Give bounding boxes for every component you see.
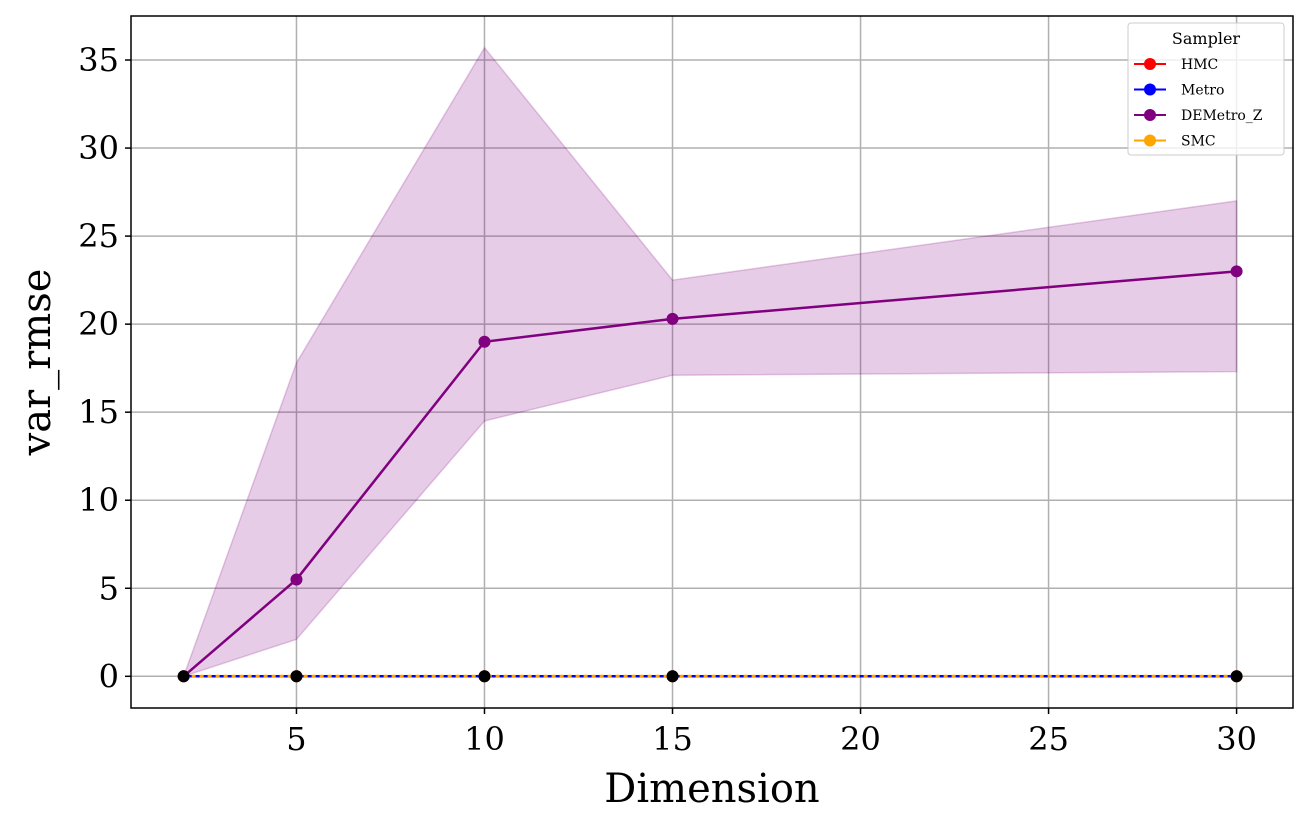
legend-label-SMC: SMC [1181, 134, 1216, 150]
plot-frame [130, 15, 1294, 709]
legend-marker-DEMetro_Z [1144, 109, 1156, 121]
legend-label-Metro: Metro [1181, 83, 1224, 99]
series-layer [177, 265, 1243, 683]
legend-marker-HMC [1144, 58, 1156, 70]
plot-background [131, 16, 1293, 708]
x-tick-label: 5 [286, 720, 306, 758]
x-axis: 5 10 15 20 25 30 [286, 708, 1257, 758]
x-tick-label: 15 [652, 720, 693, 758]
legend: Sampler HMC Metro DEMetro_Z SMC [1127, 22, 1285, 156]
grid [131, 16, 1293, 708]
y-tick-label: 30 [78, 129, 119, 167]
data-point-DEMetro_Z [1230, 265, 1243, 278]
legend-marker-SMC [1144, 134, 1156, 147]
y-tick-label: 5 [99, 569, 119, 607]
overlay-point [1230, 670, 1243, 683]
y-tick-label: 15 [78, 393, 119, 431]
y-axis: 0 5 10 15 20 25 30 35 [78, 41, 131, 695]
band-layer [182, 46, 1238, 678]
x-tick-label: 25 [1028, 720, 1069, 758]
overlay-point [290, 670, 303, 683]
data-point-DEMetro_Z [666, 312, 679, 325]
y-tick-label: 35 [78, 41, 119, 79]
legend-label-DEMetro_Z: DEMetro_Z [1181, 108, 1263, 124]
y-tick-label: 10 [78, 481, 119, 519]
overlay-point [666, 670, 679, 683]
data-point-DEMetro_Z [478, 335, 491, 348]
x-tick-label: 10 [464, 720, 505, 758]
legend-title: Sampler [1172, 29, 1241, 48]
y-tick-label: 25 [78, 217, 119, 255]
data-point-DEMetro_Z [290, 573, 303, 586]
legend-label-HMC: HMC [1181, 57, 1218, 73]
confidence-band-DEMetro_Z [182, 46, 1238, 678]
y-tick-label: 0 [99, 657, 119, 695]
legend-marker-Metro [1144, 83, 1156, 96]
y-tick-label: 20 [78, 305, 119, 343]
x-axis-title: Dimension [604, 766, 819, 812]
x-tick-label: 20 [840, 720, 881, 758]
x-tick-label: 30 [1216, 720, 1257, 758]
overlay-point [177, 670, 190, 683]
overlay-point [478, 670, 491, 683]
legend-box [1127, 22, 1285, 156]
y-axis-title: var_rmse [14, 269, 60, 457]
